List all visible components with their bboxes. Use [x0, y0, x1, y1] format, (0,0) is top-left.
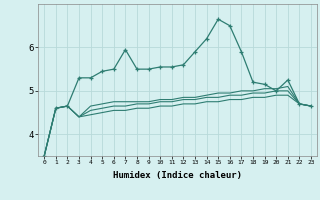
- X-axis label: Humidex (Indice chaleur): Humidex (Indice chaleur): [113, 171, 242, 180]
